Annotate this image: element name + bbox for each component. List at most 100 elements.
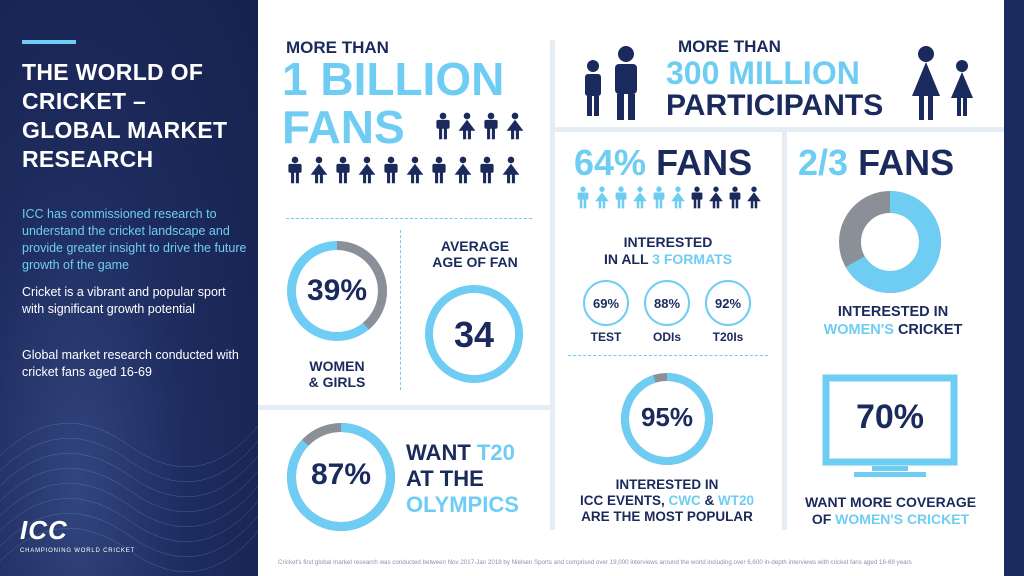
womens-headline: 2/3 FANS [798,144,954,182]
sidebar-panel: THE WORLD OF CRICKET – GLOBAL MARKET RES… [0,0,258,576]
age-value: 34 [453,314,495,355]
female-person-icon [633,186,647,209]
women-label-1: WOMEN [309,358,365,374]
icc-events-line2: ICC EVENTS, CWC & WT20 [558,493,776,508]
olympics-line3: OLYMPICS [406,492,519,517]
age-ring [425,285,523,383]
coverage-womens-cricket: WOMEN'S CRICKET [835,511,970,527]
format-circle-0: 69% [583,280,629,326]
male-person-icon [615,186,627,209]
olympics-line1: WANT T20 [406,440,515,466]
womens-label-1: INTERESTED IN [837,304,949,320]
female-person-icon [454,156,472,184]
fans-headline-number: 1 BILLION [282,53,505,105]
female-person-icon [506,112,524,140]
ring-value-arc [287,241,387,341]
ring-value-arc [621,373,713,465]
formats-headline-pct: 64% [574,142,647,183]
formats-in-all: IN ALL [603,251,649,267]
page-title: THE WORLD OF CRICKET – GLOBAL MARKET RES… [22,59,228,172]
icc-events-amp: & [704,493,715,508]
formats-3-formats: 3 FORMATS [652,251,733,267]
male-person-icon [432,156,446,184]
olympics-line2: AT THE [406,466,484,491]
female-person-icon [502,156,520,184]
female-person-icon [406,156,424,184]
format-value: 69% [592,295,620,311]
formats-label-2: IN ALL 3 FORMATS [568,251,768,267]
icc-events-line3: ARE THE MOST POPULAR [581,509,753,524]
olympics-t20: T20 [476,440,515,465]
womens-label-cricket: CRICKET [897,322,963,338]
format-circle-2: 92% [705,280,751,326]
format-label: T20Is [712,330,744,344]
olympics-want: WANT [406,440,471,465]
womens-cricket-donut-chart [839,191,941,293]
formats-people-icons [577,186,761,209]
age-label-1: AVERAGE [440,238,510,254]
olympics-ring-chart [287,423,395,531]
female-person-icon [709,186,723,209]
male-figures-icon [585,46,637,120]
icc-events-percent: 95% [640,402,694,432]
dashed-line-age [400,230,401,390]
format-label: ODIs [652,330,681,344]
male-person-icon [691,186,703,209]
divider-vertical-2 [782,130,787,530]
female-person-icon [310,156,328,184]
female-figures-icon [912,46,973,120]
coverage-of: OF [811,511,832,527]
participants-headline-word: PARTICIPANTS [666,89,884,122]
icc-logo-tagline: CHAMPIONING WORLD CRICKET [20,548,136,554]
ring-value-arc [839,191,941,293]
icc-events-cwc: CWC [668,493,701,508]
ring-value-arc [287,423,395,531]
olympics-percent: 87% [310,458,372,491]
formats-headline: 64% FANS [574,144,752,182]
women-ring-chart [287,241,387,341]
coverage-line1: WANT MORE COVERAGE [804,494,977,510]
icc-logo: ICC CHAMPIONING WORLD CRICKET [20,515,135,554]
participants-more-than: MORE THAN [678,37,781,56]
divider-vertical-1 [550,40,555,530]
participants-headline-number: 300 MILLION [666,55,860,91]
womens-label-womens: WOMEN'S [823,322,894,338]
icc-events-wt20: WT20 [718,493,755,508]
infographic-area: MORE THAN 1 BILLION FANS MORE THAN 300 M… [258,0,1004,576]
formats-headline-word: FANS [656,142,753,183]
male-person-icon [480,156,494,184]
coverage-line2: OF WOMEN'S CRICKET [788,511,993,527]
format-value: 88% [653,295,681,311]
female-person-icon [747,186,761,209]
divider-horizontal-2 [555,127,1004,132]
female-person-icon [358,156,376,184]
icc-logo-mark: ICC [20,515,68,545]
women-percent: 39% [306,274,368,307]
wave-pattern-graphic [0,423,258,572]
female-person-icon [595,186,609,209]
footnote: Cricket's first global market research w… [278,559,912,566]
fans-headline-word: FANS [282,101,405,153]
format-value: 92% [714,295,742,311]
female-person-icon [671,186,685,209]
male-person-icon [336,156,350,184]
icc-events-ring-chart [621,373,713,465]
format-circle-1: 88% [644,280,690,326]
icc-events-line1: INTERESTED IN [615,477,719,492]
growth-text: Cricket is a vibrant and popular sport w… [22,285,226,316]
divider-horizontal-1 [258,405,550,410]
male-person-icon [577,186,589,209]
male-person-icon [288,156,302,184]
fans-more-than: MORE THAN [286,38,389,57]
male-person-icon [436,112,450,140]
icc-events-text: ICC EVENTS, [579,493,665,508]
age-label-2: AGE OF FAN [432,254,518,270]
coverage-percent: 70% [855,398,925,436]
womens-headline-word: FANS [858,142,955,183]
women-label-2: & GIRLS [308,374,366,390]
right-edge-panel [1004,0,1024,576]
male-person-icon [653,186,665,209]
fans-people-icons [288,112,524,184]
womens-label-2: WOMEN'S CRICKET [798,322,988,338]
female-person-icon [458,112,476,140]
